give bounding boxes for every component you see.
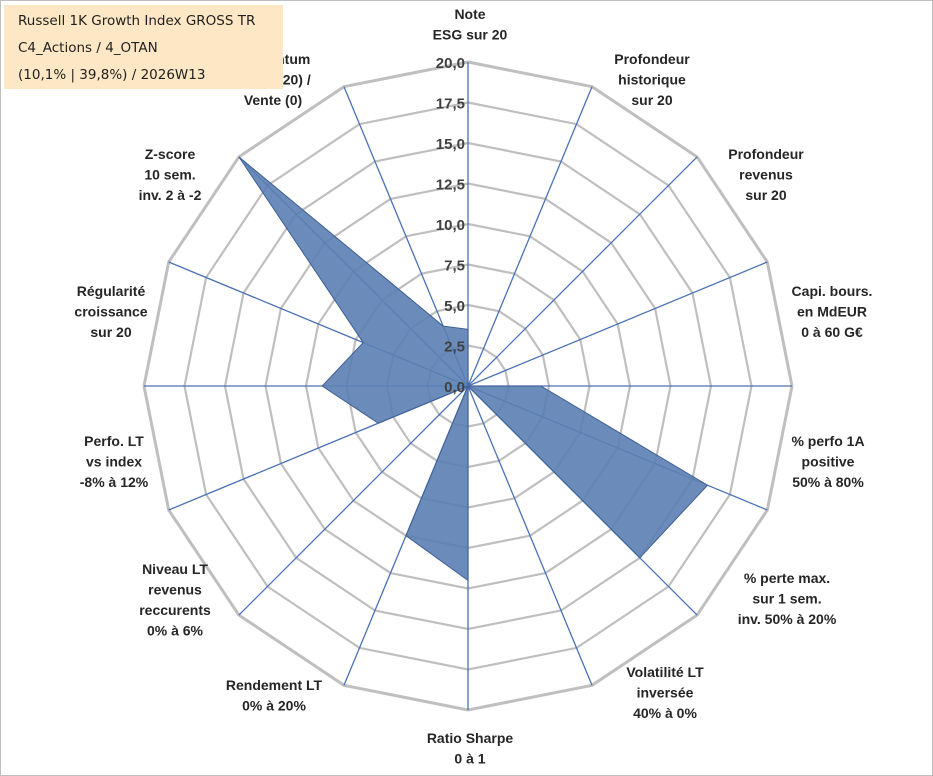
axis-label: Note ESG sur 20 — [433, 6, 508, 43]
r-tick-label: 17,5 — [436, 96, 465, 113]
radar-spoke — [238, 385, 469, 616]
axis-label: Rendement LT 0% à 20% — [226, 677, 323, 714]
r-tick-label: 2,5 — [444, 339, 465, 356]
axis-label: % perte max. sur 1 sem. inv. 50% à 20% — [738, 570, 837, 627]
axis-label: Capi. bours. en MdEUR 0 à 60 G€ — [792, 283, 873, 340]
r-tick-label: 7,5 — [444, 258, 465, 275]
axis-label: Profondeur historique sur 20 — [614, 51, 690, 108]
axis-label: Profondeur revenus sur 20 — [728, 146, 804, 203]
radar-spoke — [467, 156, 698, 387]
axis-label: % perfo 1A positive 50% à 80% — [791, 433, 864, 490]
radar-spoke — [467, 86, 593, 387]
r-tick-label: 5,0 — [444, 298, 465, 315]
r-tick-label: 0,0 — [444, 379, 465, 396]
r-tick-label: 15,0 — [436, 136, 465, 153]
r-tick-label: 12,5 — [436, 177, 465, 194]
axis-label: Niveau LT revenus reccurents 0% à 6% — [139, 561, 211, 639]
chart-title: Russell 1K Growth Index GROSS TR — [18, 13, 256, 29]
axis-label: Volatilité LT inversée 40% à 0% — [626, 664, 704, 721]
axis-labels: Note ESG sur 20 Profondeur historique sur 20… — [74, 6, 872, 767]
axis-label: Régularité croissance sur 20 — [74, 283, 147, 340]
series-layer — [238, 156, 709, 582]
r-tick-label: 20,0 — [436, 55, 465, 72]
axis-label: Z-score 10 sem. inv. 2 à -2 — [139, 146, 202, 203]
radar-spoke — [467, 385, 593, 686]
chart-subtitle-category: C4_Actions / 4_OTAN — [18, 40, 158, 56]
radar-spoke — [467, 261, 768, 387]
chart-title-box: Russell 1K Growth Index GROSS TR C4_Acti… — [4, 5, 283, 89]
tick-labels: 0,0 2,5 5,0 7,5 10,0 12,5 15,0 17,5 20,0 — [436, 55, 465, 396]
r-tick-label: 10,0 — [436, 217, 465, 234]
chart-subtitle-stats: (10,1% | 39,8%) / 2026W13 — [18, 67, 206, 83]
axis-label: Ratio Sharpe 0 à 1 — [427, 730, 514, 767]
axis-label: Perfo. LT vs index -8% à 12% — [80, 433, 149, 490]
